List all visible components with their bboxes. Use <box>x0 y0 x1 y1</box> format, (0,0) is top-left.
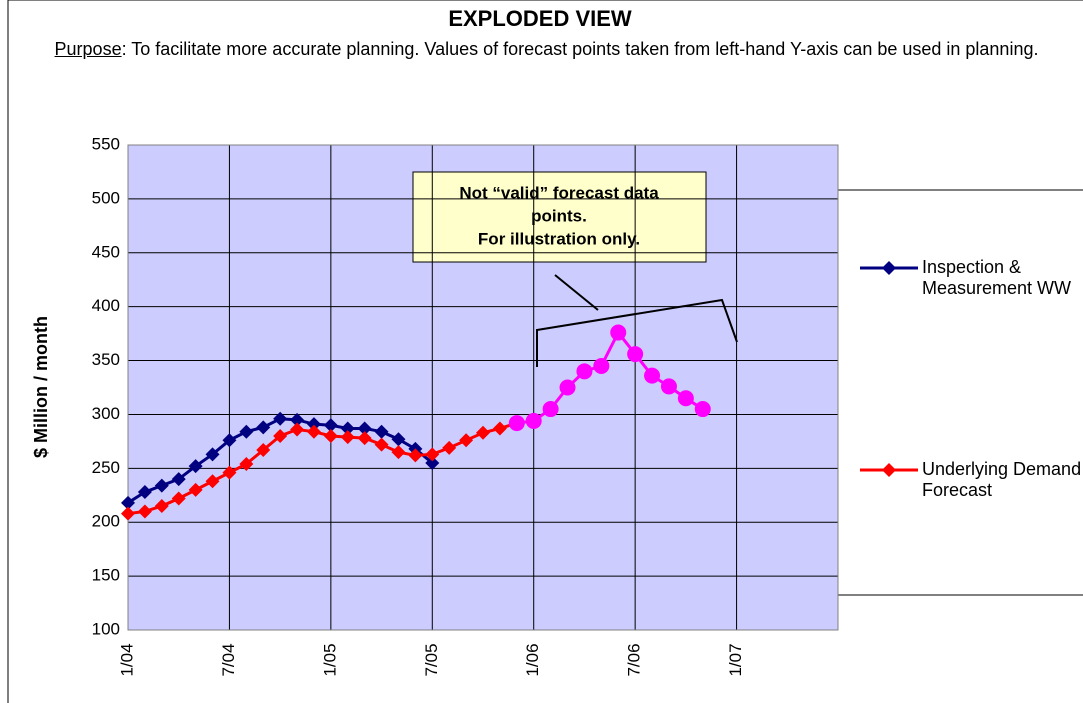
y-tick-label: 300 <box>92 404 120 423</box>
legend-marker <box>882 261 896 275</box>
point <box>542 401 559 418</box>
point <box>340 421 355 436</box>
point <box>357 421 372 436</box>
point <box>121 495 135 510</box>
subtitle-label: Purpose <box>54 39 122 59</box>
point <box>576 363 593 380</box>
annotation: For illustration only. <box>478 229 640 248</box>
point <box>205 447 220 462</box>
point <box>442 440 457 455</box>
y-tick-label: 200 <box>92 512 120 531</box>
x-tick-label: 7/04 <box>219 643 238 676</box>
point <box>408 448 423 463</box>
point <box>239 457 254 472</box>
point <box>188 459 203 474</box>
y-axis-label: $ Million / month <box>31 316 51 458</box>
x-tick-label: 7/05 <box>422 643 441 676</box>
frame <box>7 0 1083 703</box>
point <box>256 420 271 435</box>
point <box>610 324 627 341</box>
point <box>694 401 711 418</box>
x-tick-label: 1/04 <box>117 643 136 676</box>
y-tick-label: 350 <box>92 350 120 369</box>
subtitle-text: : To facilitate more accurate planning. … <box>121 39 1039 59</box>
point <box>391 445 406 460</box>
point <box>508 415 525 432</box>
y-tick-label: 550 <box>92 134 120 153</box>
x-tick-label: 1/06 <box>523 643 542 676</box>
point <box>374 424 389 439</box>
y-tick-label: 450 <box>92 242 120 261</box>
point <box>660 378 677 395</box>
point <box>188 482 203 497</box>
point <box>306 424 321 439</box>
subtitle: Purpose: To facilitate more accurate pla… <box>10 36 1083 62</box>
point <box>391 432 406 447</box>
annotation-box <box>412 171 707 263</box>
point <box>290 422 305 437</box>
point <box>559 379 576 396</box>
legend-marker <box>882 463 896 477</box>
point <box>256 443 271 458</box>
point <box>476 425 490 440</box>
point <box>627 346 644 363</box>
point <box>290 412 305 427</box>
point <box>374 437 389 452</box>
point <box>273 411 288 426</box>
legend <box>837 189 1083 596</box>
point <box>273 429 288 443</box>
point <box>154 478 169 493</box>
point <box>677 390 694 407</box>
point <box>525 412 542 429</box>
point <box>137 504 152 519</box>
annotation: Not “valid” forecast data <box>459 183 659 202</box>
x-tick-label: 1/05 <box>320 643 339 676</box>
point <box>171 472 186 487</box>
legend-label: Underlying Demand Forecast <box>922 459 1082 500</box>
point <box>171 491 186 506</box>
y-tick-label: 250 <box>92 458 120 477</box>
x-tick-label: 7/06 <box>625 643 644 676</box>
point <box>593 357 610 374</box>
annotation: points. <box>531 206 587 225</box>
y-tick-label: 100 <box>92 619 120 638</box>
point <box>205 474 220 489</box>
point <box>137 485 152 500</box>
point <box>644 367 661 384</box>
point <box>492 421 507 436</box>
point <box>425 455 440 470</box>
point <box>239 424 254 439</box>
x-tick-label: 1/07 <box>726 643 745 676</box>
point <box>425 447 440 462</box>
point <box>222 433 237 448</box>
chart-title: EXPLODED VIEW <box>448 6 632 31</box>
plot-border <box>127 144 839 631</box>
y-tick-label: 400 <box>92 296 120 315</box>
point <box>121 506 135 521</box>
point <box>222 465 237 480</box>
point <box>154 499 169 514</box>
point <box>323 429 338 443</box>
point <box>323 418 338 433</box>
point <box>340 430 355 445</box>
point <box>306 417 321 432</box>
legend-label: Inspection & Measurement WW <box>922 257 1072 298</box>
pointer <box>554 274 599 311</box>
y-tick-label: 500 <box>92 188 120 207</box>
y-tick-label: 150 <box>92 566 120 585</box>
bracket <box>536 298 738 367</box>
point <box>357 431 372 446</box>
point <box>459 433 474 448</box>
